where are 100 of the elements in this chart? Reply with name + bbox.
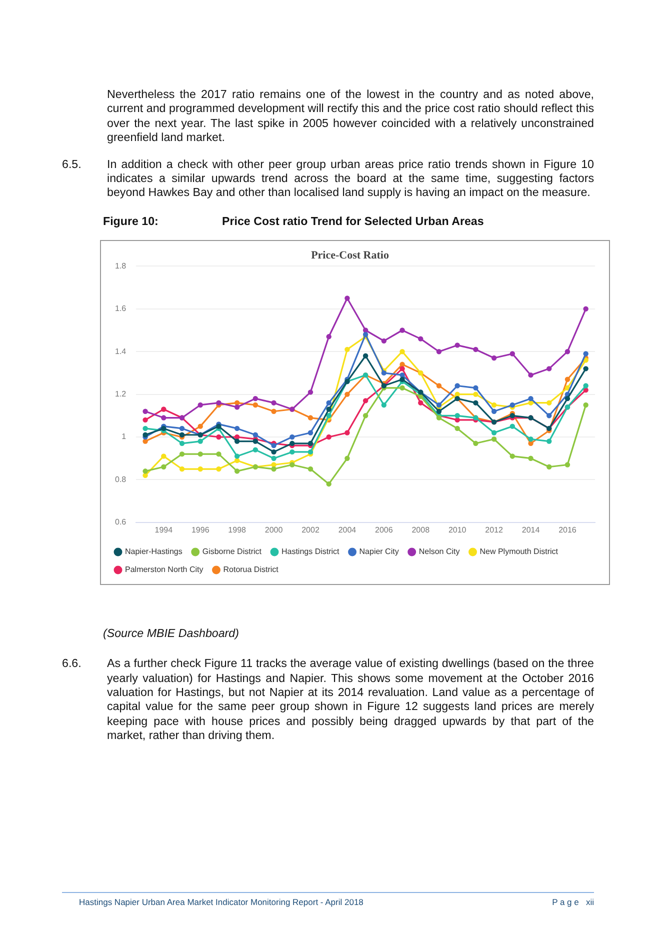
point [583, 350, 588, 356]
text: Hastings Napier Urban Area Market Indicator Monitoring Report - April 2018 [79, 897, 364, 907]
legend-label: Napier City [359, 547, 399, 556]
point [326, 481, 332, 486]
point [290, 449, 295, 454]
point [344, 392, 350, 397]
point [290, 462, 295, 468]
point [436, 383, 442, 388]
point [271, 449, 276, 454]
point [161, 453, 166, 459]
point [491, 402, 497, 408]
x-tick-label: 2002 [302, 525, 320, 534]
point [161, 406, 166, 412]
text: Price Cost ratio Trend for Selected Urban Areas [222, 214, 484, 228]
point [290, 434, 295, 440]
chart-title: Price-Cost Ratio [311, 249, 390, 262]
point [400, 372, 405, 378]
point [234, 426, 240, 431]
point [546, 400, 552, 406]
point [564, 462, 570, 468]
point [142, 468, 148, 474]
point [564, 385, 570, 390]
point [198, 402, 203, 408]
x-tick-label: 2008 [412, 525, 430, 534]
point [546, 366, 552, 372]
point [271, 408, 276, 414]
legend-label: Napier-Hastings [125, 547, 182, 556]
point [528, 456, 534, 461]
point [198, 424, 203, 429]
point [198, 438, 203, 444]
point [252, 402, 258, 408]
point [198, 466, 203, 472]
point [510, 424, 515, 429]
point [362, 332, 368, 337]
point [436, 415, 442, 420]
point [142, 417, 148, 422]
point [454, 383, 460, 388]
point [216, 451, 222, 457]
x-tick-label: 2014 [522, 525, 540, 534]
point [161, 464, 166, 470]
y-tick-label: 0.8 [114, 474, 127, 484]
point [564, 396, 570, 402]
point [510, 402, 515, 408]
point [473, 440, 478, 446]
point [326, 400, 332, 406]
legend-label: Gisborne District [202, 547, 262, 556]
point [308, 389, 314, 395]
point [216, 434, 222, 440]
point [510, 412, 515, 418]
point [583, 383, 588, 388]
point [326, 434, 332, 440]
point [473, 392, 478, 397]
point [564, 376, 570, 382]
point [510, 453, 515, 459]
point [418, 336, 424, 342]
x-tick-label: 1998 [228, 525, 247, 534]
point [271, 456, 276, 461]
point [308, 466, 314, 472]
point [491, 436, 497, 442]
point [381, 338, 387, 344]
point [179, 426, 185, 431]
point [234, 453, 240, 459]
point [400, 348, 405, 354]
point [271, 466, 276, 472]
point [362, 398, 368, 404]
text: In addition a check with other peer group urban areas price ratio trends shown in Figure 10 indicates a similar upwards trend across the board at the same time, suggesting factors beyond Hawkes Bay and other than localised land supply is having an impact on the measure. [107, 158, 594, 201]
point [454, 426, 460, 431]
x-tick-label: 2012 [485, 525, 504, 534]
point [528, 440, 534, 446]
y-tick-label: 1.8 [114, 261, 127, 270]
point [454, 412, 460, 418]
point [473, 346, 478, 352]
text: 6.6. [62, 657, 82, 672]
point [491, 430, 497, 436]
point [271, 462, 276, 468]
point [216, 466, 222, 472]
point [473, 385, 478, 390]
point [252, 438, 258, 444]
y-tick-label: 1.2 [114, 389, 127, 398]
point [546, 412, 552, 418]
point [308, 430, 314, 436]
point [179, 451, 185, 457]
point [546, 438, 552, 444]
point [491, 355, 497, 360]
point [362, 412, 368, 418]
x-tick-label: 1996 [191, 525, 210, 534]
y-tick-label: 1 [122, 432, 127, 442]
point [381, 402, 387, 408]
x-tick-label: 2006 [375, 525, 394, 534]
text: As a further check Figure 11 tracks the average value of existing dwellings (based on the three yearly valuation) for Hastings and Napier. This shows some movement at the October 2016 valuation for Hastings, but not Napier at its 2014 revaluation. Land value as a percentage of capital value for the same peer group shown in Figure 12 suggests land prices are merely keeping pace with house prices and possibly being dragged upwards by that part of the market, rather than driving them. [107, 657, 594, 744]
legend-label: New Plymouth District [480, 547, 559, 556]
legend-label: Hastings District [281, 547, 340, 556]
legend-label: Nelson City [418, 547, 460, 556]
point [142, 438, 148, 444]
point [528, 436, 534, 442]
point [436, 402, 442, 408]
point [528, 396, 534, 402]
point [583, 306, 588, 312]
y-tick-label: 0.6 [114, 517, 127, 526]
x-tick-label: 2016 [558, 525, 577, 534]
